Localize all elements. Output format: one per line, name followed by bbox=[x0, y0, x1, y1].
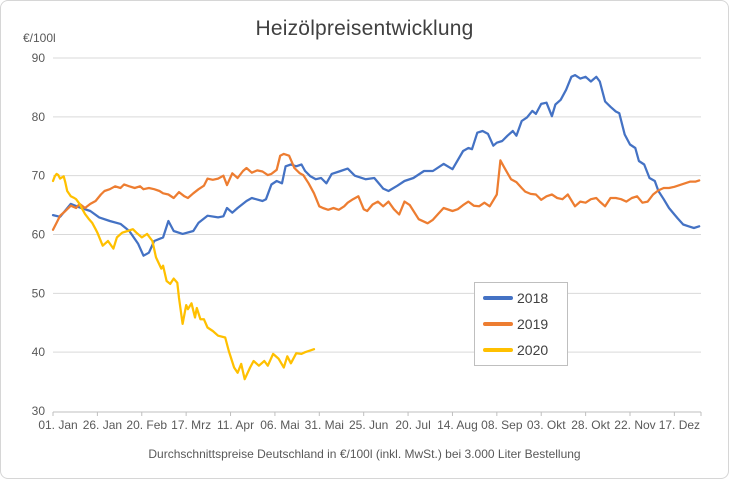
legend-label-2019: 2019 bbox=[517, 316, 549, 332]
legend-entry-2020: 2020 bbox=[475, 343, 567, 357]
x-tick-label-28. Okt: 28. Okt bbox=[571, 418, 610, 432]
x-tick-label-26. Jan: 26. Jan bbox=[83, 418, 122, 432]
x-tick-label-22. Nov: 22. Nov bbox=[614, 418, 655, 432]
x-tick-label-25. Jun: 25. Jun bbox=[349, 418, 388, 432]
series-line-2018 bbox=[51, 73, 701, 257]
x-tick-label-06. Mai: 06. Mai bbox=[260, 418, 299, 432]
y-tick-label-80: 80 bbox=[32, 110, 46, 124]
y-axis-unit-label: €/100l bbox=[23, 31, 56, 45]
x-tick-label-03. Okt: 03. Okt bbox=[527, 418, 566, 432]
series-line-2020 bbox=[51, 172, 316, 381]
x-tick-label-17. Mrz: 17. Mrz bbox=[171, 418, 211, 432]
y-tick-label-90: 90 bbox=[32, 51, 46, 65]
x-tick-label-14. Aug: 14. Aug bbox=[437, 418, 478, 432]
x-tick-label-11. Apr: 11. Apr bbox=[217, 418, 254, 432]
legend-line-sample-2018 bbox=[483, 296, 513, 300]
chart-legend: 2018 2019 2020 bbox=[474, 282, 568, 366]
y-tick-label-40: 40 bbox=[32, 345, 46, 359]
x-tick-label-08. Sep: 08. Sep bbox=[481, 418, 523, 432]
legend-label-2020: 2020 bbox=[517, 342, 549, 358]
x-tick-label-01. Jan: 01. Jan bbox=[38, 418, 77, 432]
x-tick-label-31. Mai: 31. Mai bbox=[305, 418, 344, 432]
series-line-2019 bbox=[51, 152, 701, 231]
legend-line-sample-2019 bbox=[483, 322, 513, 326]
y-tick-label-30: 30 bbox=[32, 404, 46, 418]
y-tick-label-50: 50 bbox=[32, 286, 46, 300]
x-tick-label-20. Feb: 20. Feb bbox=[126, 418, 167, 432]
chart-title: Heizölpreisentwicklung bbox=[255, 17, 474, 40]
x-tick-label-20. Jul: 20. Jul bbox=[395, 418, 430, 432]
x-tick-label-17. Dez: 17. Dez bbox=[659, 418, 700, 432]
chart-caption: Durchschnittspreise Deutschland in €/100… bbox=[148, 447, 581, 461]
y-tick-label-60: 60 bbox=[32, 228, 46, 242]
legend-line-sample-2020 bbox=[483, 348, 513, 352]
legend-label-2018: 2018 bbox=[517, 290, 549, 306]
legend-entry-2019: 2019 bbox=[475, 317, 567, 331]
y-tick-label-70: 70 bbox=[32, 169, 46, 183]
legend-entry-2018: 2018 bbox=[475, 291, 567, 305]
